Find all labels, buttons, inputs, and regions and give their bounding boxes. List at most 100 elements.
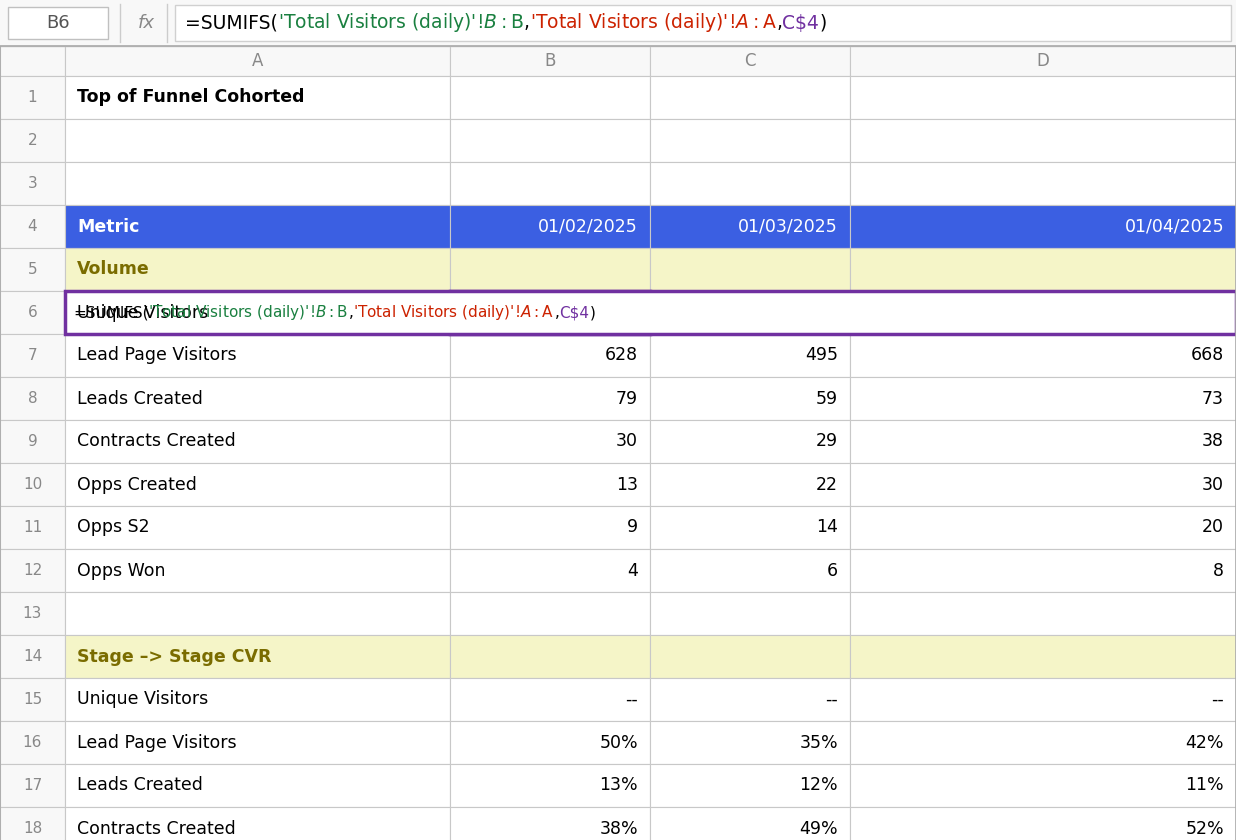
Bar (650, 420, 850, 463)
Bar (176, 5, 1231, 41)
Text: ): ) (590, 305, 596, 320)
Bar (450, 205, 650, 248)
Bar (0, 463, 66, 506)
Bar (850, 420, 1236, 463)
Bar (0, 119, 66, 162)
Bar (450, 463, 650, 506)
Text: 13%: 13% (599, 776, 638, 795)
Bar (850, 76, 1236, 119)
Text: 15: 15 (23, 692, 42, 707)
Text: 7: 7 (27, 348, 37, 363)
Text: =SUMIFS(: =SUMIFS( (185, 13, 278, 33)
Text: 73: 73 (1201, 390, 1224, 407)
Text: 30: 30 (1201, 475, 1224, 493)
Bar (650, 377, 850, 420)
Bar (0, 46, 66, 76)
Bar (450, 291, 650, 334)
Bar (0, 76, 66, 119)
Bar (850, 291, 1236, 334)
Text: 4: 4 (27, 219, 37, 234)
Text: 30: 30 (616, 433, 638, 450)
Bar (66, 291, 1236, 334)
Text: 495: 495 (805, 346, 838, 365)
Bar (650, 76, 850, 119)
Text: Top of Funnel Cohorted: Top of Funnel Cohorted (77, 88, 304, 107)
Text: Stage –> Stage CVR: Stage –> Stage CVR (77, 648, 272, 665)
Bar (450, 377, 650, 420)
Bar (66, 635, 450, 678)
Text: 79: 79 (616, 390, 638, 407)
Bar (850, 721, 1236, 764)
Text: 628: 628 (604, 346, 638, 365)
Bar (450, 334, 650, 377)
Text: 11%: 11% (1185, 776, 1224, 795)
Text: 13: 13 (616, 475, 638, 493)
Bar (0, 807, 66, 840)
Bar (0, 291, 66, 334)
Bar (450, 807, 650, 840)
Bar (850, 807, 1236, 840)
Bar (450, 46, 650, 76)
Bar (650, 807, 850, 840)
Bar (850, 334, 1236, 377)
Text: Opps Won: Opps Won (77, 561, 166, 580)
Bar (450, 420, 650, 463)
Text: Metric: Metric (77, 218, 140, 235)
Bar (66, 506, 450, 549)
Text: 16: 16 (22, 735, 42, 750)
Bar (850, 119, 1236, 162)
Text: 4: 4 (627, 561, 638, 580)
Bar (850, 549, 1236, 592)
Bar (650, 506, 850, 549)
Bar (850, 162, 1236, 205)
Bar (650, 46, 850, 76)
Text: 668: 668 (1190, 346, 1224, 365)
Bar (850, 764, 1236, 807)
Text: 50%: 50% (599, 733, 638, 752)
Bar (650, 205, 850, 248)
Text: 1: 1 (27, 90, 37, 105)
Text: 01/02/2025: 01/02/2025 (538, 218, 638, 235)
Bar (450, 119, 650, 162)
Bar (850, 248, 1236, 291)
Text: C: C (744, 52, 755, 70)
Text: 38: 38 (1201, 433, 1224, 450)
Text: ,: , (524, 13, 529, 33)
Text: 18: 18 (23, 821, 42, 836)
Text: ): ) (819, 13, 827, 33)
Text: Leads Created: Leads Created (77, 390, 203, 407)
Text: 59: 59 (816, 390, 838, 407)
Bar (66, 721, 450, 764)
Text: Unique Visitors: Unique Visitors (77, 690, 208, 708)
Bar (650, 549, 850, 592)
Text: Opps Created: Opps Created (77, 475, 197, 493)
Bar (450, 721, 650, 764)
Bar (450, 678, 650, 721)
Bar (0, 506, 66, 549)
Bar (850, 635, 1236, 678)
Bar (650, 248, 850, 291)
Text: 17: 17 (23, 778, 42, 793)
Bar (66, 549, 450, 592)
Bar (450, 248, 650, 291)
Bar (7, 7, 108, 39)
Bar (450, 549, 650, 592)
Text: 20: 20 (1201, 518, 1224, 537)
Text: 01/04/2025: 01/04/2025 (1125, 218, 1224, 235)
Text: B6: B6 (46, 14, 69, 32)
Text: 9: 9 (27, 434, 37, 449)
Bar (850, 592, 1236, 635)
Text: 52%: 52% (1185, 820, 1224, 837)
Text: 13: 13 (22, 606, 42, 621)
Text: Lead Page Visitors: Lead Page Visitors (77, 733, 236, 752)
Text: fx: fx (138, 14, 154, 32)
Bar (66, 291, 450, 334)
Bar (850, 463, 1236, 506)
Bar (66, 764, 450, 807)
Text: 'Total Visitors (daily)'!$B:$B: 'Total Visitors (daily)'!$B:$B (148, 303, 349, 322)
Text: ,: , (555, 305, 560, 320)
Bar (66, 334, 450, 377)
Text: 12: 12 (23, 563, 42, 578)
Text: A: A (252, 52, 263, 70)
Bar (0, 635, 66, 678)
